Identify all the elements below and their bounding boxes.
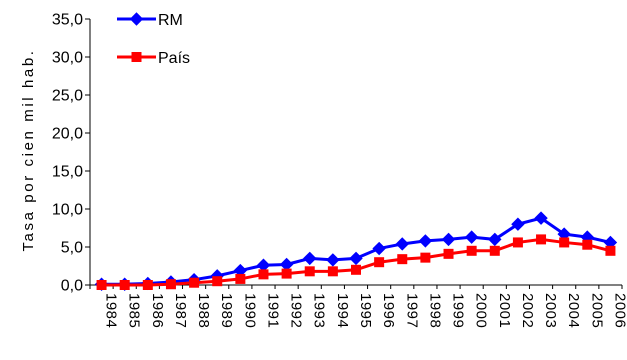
y-tick-label: 25,0 [52, 88, 83, 105]
legend-marker [131, 52, 142, 62]
data-point [397, 254, 408, 265]
data-point [374, 257, 385, 268]
data-point [189, 277, 200, 288]
data-point [420, 252, 431, 263]
legend-item: RM [117, 12, 183, 29]
x-tick-label: 2002 [519, 293, 536, 328]
data-point [395, 237, 409, 251]
data-point [536, 234, 547, 245]
legend-item: País [117, 50, 190, 67]
x-tick-label: 1987 [172, 293, 189, 328]
series-0 [94, 211, 618, 291]
legend-label: RM [158, 12, 183, 29]
x-tick-label: 1989 [218, 293, 235, 328]
data-point [303, 251, 317, 266]
x-tick-label: 1988 [195, 293, 212, 328]
y-tick-label: 5,0 [61, 240, 83, 257]
data-point [304, 266, 315, 277]
x-tick-label: 2005 [588, 293, 605, 328]
y-tick-label: 20,0 [52, 126, 83, 143]
x-tick-label: 1993 [311, 293, 328, 328]
series-1 [96, 234, 616, 290]
x-tick-label: 2001 [496, 293, 513, 328]
x-tick-label: 2000 [473, 293, 490, 328]
x-tick-label: 1992 [288, 293, 305, 328]
y-tick-label: 30,0 [52, 50, 83, 67]
series-group [94, 211, 618, 291]
data-point [235, 273, 246, 284]
data-point [142, 280, 153, 290]
x-tick-label: 1985 [126, 293, 143, 328]
data-point [464, 230, 479, 244]
x-tick-label: 2006 [611, 293, 627, 328]
data-point [488, 232, 502, 247]
data-point [372, 241, 386, 256]
data-point [418, 234, 433, 248]
x-tick-label: 1995 [357, 293, 374, 328]
x-tick-label: 1998 [426, 293, 443, 328]
data-point [466, 245, 477, 256]
x-tick-label: 2003 [542, 293, 559, 328]
y-axis-label: Tasa por cien mil hab. [20, 48, 37, 251]
x-tick-label: 1994 [334, 293, 351, 328]
x-tick-label: 1997 [403, 293, 420, 328]
data-point [443, 248, 454, 259]
data-point [534, 211, 548, 225]
x-tick-label: 1999 [450, 293, 467, 328]
data-point [605, 245, 616, 256]
data-point [212, 276, 223, 287]
y-tick-label: 35,0 [52, 12, 83, 29]
data-point [351, 264, 361, 275]
data-point [349, 251, 363, 266]
x-tick-label: 2004 [565, 293, 582, 328]
data-point [119, 280, 130, 290]
legend-marker [129, 12, 144, 26]
data-point [489, 245, 500, 256]
data-point [327, 266, 338, 277]
y-tick-label: 15,0 [52, 164, 83, 181]
data-point [582, 239, 593, 250]
x-tick-label: 1984 [103, 293, 120, 328]
x-tick-label: 1991 [264, 293, 281, 328]
x-axis-ticks: 1984 1985 1986 1987 1988 1989 1990 1991 1992 1993… [89, 285, 627, 328]
y-tick-label: 0,0 [61, 278, 83, 295]
data-point [258, 269, 269, 280]
legend: RM País [117, 12, 190, 67]
data-point [96, 280, 107, 290]
data-point [441, 232, 456, 247]
y-tick-label: 10,0 [52, 202, 83, 219]
y-axis-ticks: 0,0 5,0 10,0 15,0 20,0 25,0 30,0 35,0 [52, 12, 90, 295]
data-point [511, 217, 525, 231]
legend-label: País [158, 50, 190, 67]
data-point [559, 237, 570, 248]
x-tick-label: 1990 [241, 293, 258, 328]
x-tick-label: 1996 [380, 293, 397, 328]
data-point [281, 268, 292, 279]
x-tick-label: 1986 [149, 293, 166, 328]
data-point [326, 253, 340, 267]
data-point [165, 279, 176, 290]
y-axis-label-group: Tasa por cien mil hab. [20, 48, 37, 251]
data-point [512, 237, 523, 248]
